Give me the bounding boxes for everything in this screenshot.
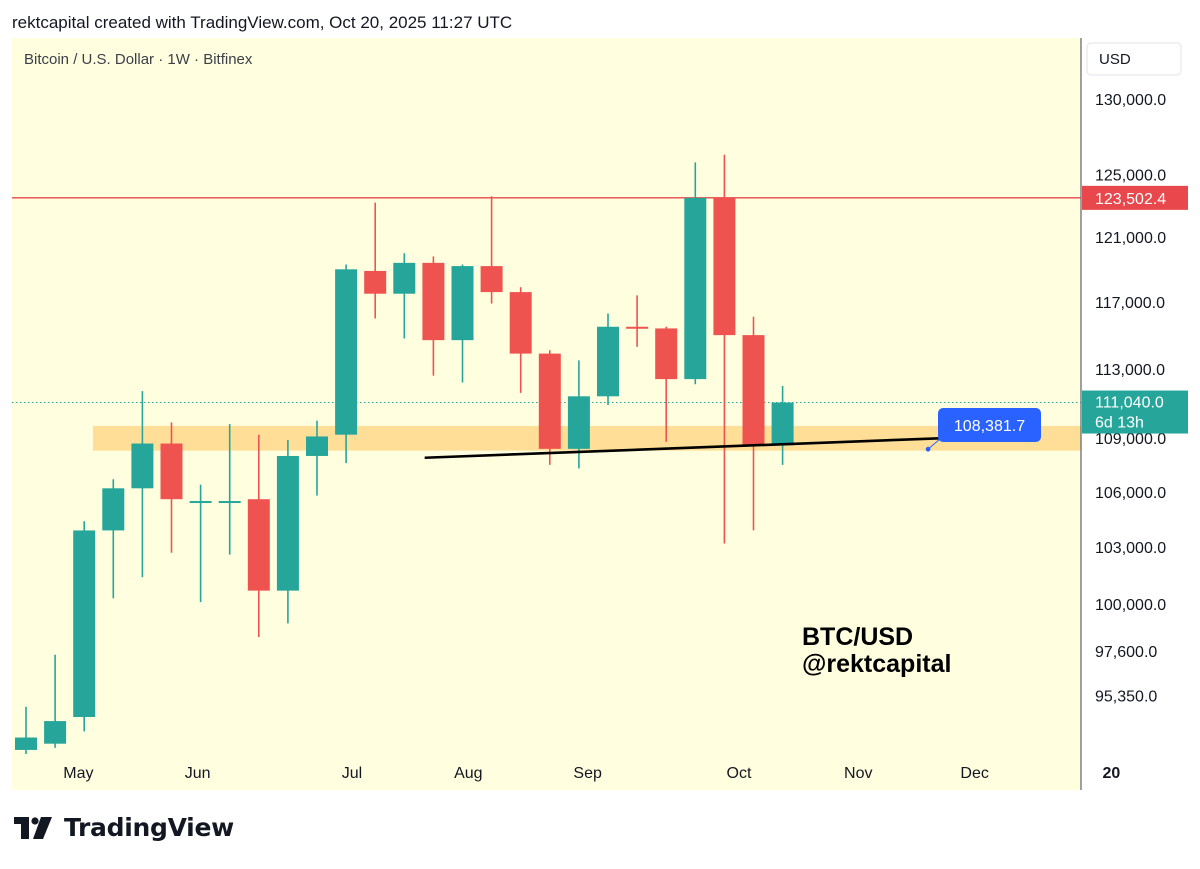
- candle[interactable]: [306, 420, 328, 496]
- candle-body: [247, 499, 270, 591]
- candle[interactable]: [509, 287, 532, 393]
- tradingview-logo-icon: [14, 816, 52, 839]
- candle-body: [15, 737, 37, 750]
- candle-body: [364, 270, 387, 294]
- candle[interactable]: [73, 521, 96, 732]
- time-axis[interactable]: [12, 752, 1081, 790]
- y-tick-label: 103,000.0: [1095, 540, 1166, 557]
- candle[interactable]: [364, 202, 387, 319]
- callout-box[interactable]: [938, 408, 1041, 442]
- candle-body: [509, 292, 532, 354]
- x-tick-label: Dec: [960, 765, 988, 782]
- y-tick-label: 100,000.0: [1095, 597, 1166, 614]
- currency-button-label: USD: [1099, 51, 1131, 68]
- trendline[interactable]: [424, 433, 1036, 460]
- candle[interactable]: [422, 256, 445, 376]
- candle[interactable]: [15, 706, 37, 755]
- x-tick-label: Aug: [454, 765, 482, 782]
- candle-body: [335, 269, 358, 435]
- candle-body: [480, 266, 503, 293]
- candle-body: [684, 197, 707, 380]
- chart-credit: rektcapital created with TradingView.com…: [12, 13, 513, 32]
- y-tick-label: 121,000.0: [1095, 230, 1166, 247]
- tradingview-logo[interactable]: TradingView: [14, 813, 234, 842]
- candle-body: [393, 262, 416, 294]
- x-tick-label: Jun: [185, 765, 211, 782]
- candle[interactable]: [160, 422, 183, 553]
- callout-leader: [927, 438, 941, 450]
- x-tick-label: Nov: [844, 765, 872, 782]
- x-tick-label: 20: [1103, 765, 1121, 782]
- candle-body: [131, 443, 154, 489]
- x-tick-label: Oct: [727, 765, 752, 782]
- tradingview-wordmark: TradingView: [64, 813, 234, 842]
- candle[interactable]: [218, 424, 241, 555]
- candle[interactable]: [102, 479, 125, 599]
- candle[interactable]: [713, 154, 736, 544]
- candle-body: [655, 328, 678, 380]
- candle-body: [626, 326, 649, 329]
- candle[interactable]: [655, 326, 678, 442]
- y-tick-label: 95,350.0: [1095, 689, 1157, 706]
- candle-body: [102, 488, 125, 531]
- candle-body: [306, 436, 328, 456]
- annotation-author: @rektcapital: [802, 650, 951, 678]
- candle-body: [713, 197, 736, 336]
- candle[interactable]: [597, 313, 619, 405]
- candle[interactable]: [538, 350, 561, 465]
- candle-body: [422, 262, 445, 341]
- candle-body: [771, 402, 794, 446]
- y-tick-label: 106,000.0: [1095, 485, 1166, 502]
- candle[interactable]: [276, 439, 299, 624]
- candle[interactable]: [393, 253, 416, 339]
- countdown-label: 6d 13h: [1095, 415, 1144, 432]
- candle[interactable]: [335, 264, 358, 464]
- resistance-price-label: 123,502.4: [1095, 191, 1166, 208]
- callout-anchor[interactable]: [925, 446, 931, 452]
- candle[interactable]: [626, 295, 649, 347]
- candle[interactable]: [480, 196, 503, 304]
- candle[interactable]: [44, 654, 67, 748]
- candle[interactable]: [684, 162, 707, 385]
- candle-body: [276, 455, 299, 591]
- annotation-pair: BTC/USD: [802, 623, 913, 651]
- y-tick-label: 125,000.0: [1095, 168, 1166, 185]
- current-price-label: 111,040.0: [1095, 395, 1164, 412]
- candle-body: [597, 326, 619, 397]
- callout-label: 108,381.7: [954, 418, 1025, 435]
- candle[interactable]: [771, 385, 794, 465]
- x-tick-label: May: [63, 765, 93, 782]
- candle-body: [451, 266, 474, 341]
- chart-title: Bitcoin / U.S. Dollar · 1W · Bitfinex: [24, 51, 253, 68]
- chart-frame: 108,381.7 130,000.0 125,000.0 121,000.0 117…: [12, 38, 1188, 790]
- y-tick-label: 109,000.0: [1095, 431, 1166, 448]
- current-price-tag[interactable]: [1082, 390, 1188, 434]
- y-tick-label: 113,000.0: [1095, 362, 1165, 379]
- resistance-price-tag[interactable]: [1082, 185, 1188, 210]
- candle-body: [44, 721, 67, 744]
- candle-body: [189, 501, 212, 504]
- x-tick-label: Jul: [342, 765, 362, 782]
- candle-body: [567, 396, 590, 449]
- candle[interactable]: [567, 360, 590, 469]
- candle[interactable]: [451, 264, 474, 383]
- candle[interactable]: [131, 391, 154, 578]
- candle-body: [742, 335, 765, 446]
- candle-body: [73, 530, 96, 717]
- candle-body: [218, 501, 241, 504]
- candle[interactable]: [742, 316, 765, 531]
- candle[interactable]: [247, 434, 270, 638]
- candle[interactable]: [189, 484, 212, 603]
- currency-button[interactable]: USD: [1086, 42, 1182, 76]
- x-tick-label: Sep: [573, 765, 602, 782]
- candle-body: [538, 353, 561, 449]
- y-tick-label: 117,000.0: [1095, 295, 1165, 312]
- y-tick-label: 130,000.0: [1095, 92, 1166, 109]
- y-tick-label: 97,600.0: [1095, 644, 1157, 661]
- candle-body: [160, 443, 183, 500]
- candlestick-chart[interactable]: 108,381.7 130,000.0 125,000.0 121,000.0 117…: [12, 38, 1188, 790]
